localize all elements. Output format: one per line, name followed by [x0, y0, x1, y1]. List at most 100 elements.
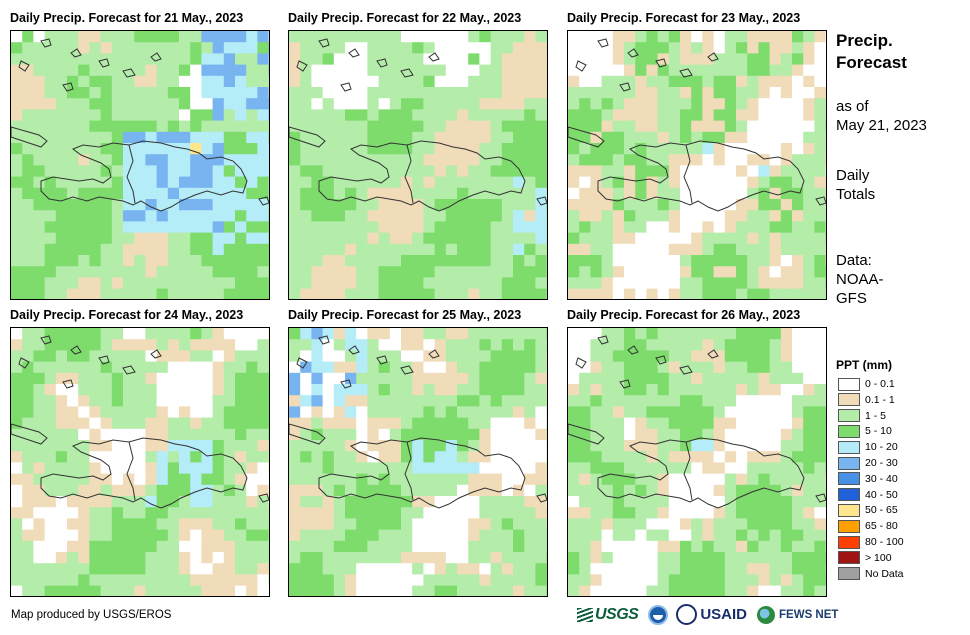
precip-cell	[524, 31, 536, 43]
precip-cell	[724, 87, 737, 99]
map-panel-1	[10, 30, 270, 300]
precip-cell	[535, 406, 547, 419]
legend-item: 0.1 - 1	[838, 393, 895, 407]
precip-cell	[758, 529, 771, 542]
precip-cell	[412, 563, 424, 575]
precip-cell	[680, 31, 692, 43]
precip-cell	[490, 288, 503, 299]
precip-cell	[769, 574, 782, 587]
precip-cell	[792, 540, 804, 553]
precip-cell	[333, 221, 346, 234]
precip-cell	[568, 440, 580, 452]
precip-cell	[691, 221, 703, 234]
precip-cell	[67, 53, 79, 66]
precip-cell	[201, 462, 214, 475]
usgs-logo: USGS	[577, 606, 639, 624]
precip-cell	[579, 361, 591, 374]
precip-cell	[89, 176, 102, 189]
precip-cell	[524, 507, 536, 519]
precip-cell	[434, 384, 447, 396]
precip-cell	[156, 361, 169, 374]
precip-cell	[412, 552, 424, 564]
precip-cell	[736, 187, 748, 200]
precip-cell	[758, 339, 771, 351]
precip-cell	[612, 361, 625, 374]
precip-cell	[814, 120, 826, 133]
precip-cell	[713, 540, 726, 553]
precip-cell	[445, 277, 458, 290]
precip-cell	[134, 154, 146, 166]
precip-cell	[212, 384, 225, 396]
map-panel-3	[567, 30, 827, 300]
precip-cell	[524, 288, 536, 299]
precip-cell	[333, 350, 346, 363]
precip-cell	[167, 507, 180, 519]
precip-cell	[22, 98, 34, 110]
precip-cell	[635, 395, 647, 407]
precip-cell	[300, 518, 312, 531]
precip-cell	[223, 232, 236, 245]
precip-cell	[223, 53, 236, 66]
precip-cell	[401, 484, 413, 497]
precip-cell	[803, 288, 815, 299]
precip-cell	[111, 473, 124, 486]
precip-cell	[111, 350, 124, 363]
precip-cell	[468, 484, 480, 497]
precip-cell	[680, 507, 692, 519]
precip-cell	[412, 462, 424, 475]
precip-cell	[246, 53, 258, 66]
precip-cell	[479, 75, 492, 88]
precip-cell	[300, 221, 312, 234]
precip-cell	[457, 372, 469, 385]
precip-cell	[769, 187, 782, 200]
precip-cell	[55, 31, 68, 43]
precip-cell	[78, 109, 90, 122]
precip-cell	[289, 417, 301, 430]
precip-cell	[501, 507, 514, 519]
precip-cell	[803, 417, 815, 430]
precip-cell	[769, 339, 782, 351]
precip-cell	[223, 350, 236, 363]
precip-cell	[22, 255, 34, 267]
precip-cell	[401, 266, 413, 278]
precip-cell	[702, 328, 715, 340]
precip-cell	[780, 417, 793, 430]
precip-cell	[479, 221, 492, 234]
precip-cell	[635, 154, 647, 166]
precip-cell	[691, 585, 703, 596]
precip-cell	[33, 187, 46, 200]
precip-cell	[134, 288, 146, 299]
precip-cell	[378, 507, 391, 519]
precip-cell	[55, 563, 68, 575]
precip-cell	[412, 384, 424, 396]
precip-cell	[378, 120, 391, 133]
precip-cell	[67, 64, 79, 77]
precip-cell	[100, 462, 113, 475]
coastline-path	[40, 335, 52, 345]
precip-cell	[257, 473, 269, 486]
precip-cell	[55, 243, 68, 256]
precip-cell	[44, 221, 57, 234]
precip-cell	[747, 563, 759, 575]
precip-cell	[612, 232, 625, 245]
precip-cell	[445, 42, 458, 54]
precip-cell	[635, 552, 647, 564]
precip-cell	[257, 372, 269, 385]
precip-cell	[257, 165, 269, 178]
precip-cell	[479, 428, 492, 441]
precip-cell	[11, 243, 23, 256]
precip-cell	[713, 473, 726, 486]
precip-cell	[100, 232, 113, 245]
precip-cell	[780, 361, 793, 374]
precip-cell	[235, 87, 247, 99]
precip-cell	[635, 507, 647, 519]
precip-cell	[724, 75, 737, 88]
precip-cell	[579, 109, 591, 122]
precip-cell	[713, 417, 726, 430]
precip-cell	[524, 187, 536, 200]
precip-cell	[300, 350, 312, 363]
precip-cell	[67, 154, 79, 166]
precip-cell	[367, 361, 380, 374]
precip-cell	[601, 540, 614, 553]
precip-cell	[792, 288, 804, 299]
